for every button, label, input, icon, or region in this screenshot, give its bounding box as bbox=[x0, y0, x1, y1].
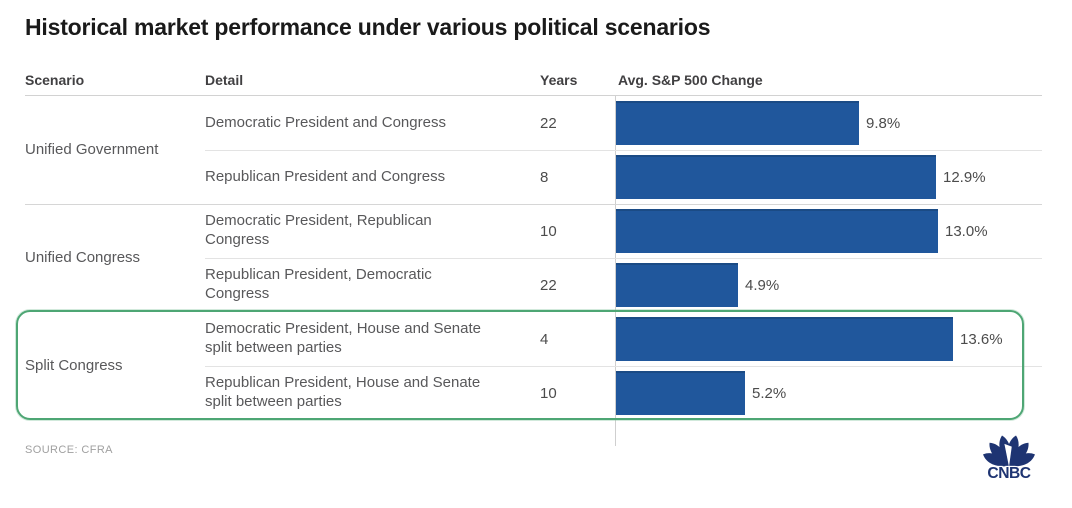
years-cell: 4 bbox=[540, 330, 549, 348]
years-cell: 10 bbox=[540, 384, 557, 402]
detail-cell: Republican President and Congress bbox=[205, 167, 446, 185]
peacock-beak bbox=[1004, 443, 1012, 467]
sp500-change-bar bbox=[616, 317, 953, 361]
years-cell: 22 bbox=[540, 114, 557, 132]
scenario-label: Unified Congress bbox=[25, 249, 141, 266]
sp500-change-bar bbox=[616, 155, 936, 199]
bar-value-label: 13.0% bbox=[945, 222, 988, 240]
column-header-detail: Detail bbox=[205, 72, 244, 88]
sp500-change-bar bbox=[616, 101, 859, 145]
row-divider bbox=[205, 258, 1042, 259]
years-cell: 8 bbox=[540, 168, 549, 186]
sp500-change-bar bbox=[616, 209, 938, 253]
scenario-group: Unified Government Democratic President … bbox=[25, 96, 1042, 204]
sp500-change-bar bbox=[616, 371, 745, 415]
detail-cell: Republican President, Democratic Congres… bbox=[205, 266, 432, 302]
bar-cell: 13.6% bbox=[615, 312, 1042, 366]
bar-value-label: 9.8% bbox=[866, 114, 901, 132]
scenario-label: Unified Government bbox=[25, 141, 159, 158]
scenario-table: Scenario Detail Years Avg. S&P 500 Chang… bbox=[16, 72, 1042, 446]
bar-cell: 4.9% bbox=[615, 258, 1042, 312]
years-cell: 22 bbox=[540, 276, 557, 294]
bar-value-label: 13.6% bbox=[960, 330, 1003, 348]
table-body: Unified Government Democratic President … bbox=[16, 96, 1042, 420]
detail-cell: Democratic President, Republican Congres… bbox=[205, 212, 432, 248]
bar-value-label: 4.9% bbox=[745, 276, 780, 294]
bar-cell: 5.2% bbox=[615, 366, 1042, 420]
row-divider bbox=[205, 366, 1042, 367]
years-cell: 10 bbox=[540, 222, 557, 240]
bar-axis-baseline bbox=[615, 96, 616, 446]
column-header-avg-sp500-change: Avg. S&P 500 Change bbox=[618, 72, 763, 88]
scenario-group: Unified Congress Democratic President, R… bbox=[25, 204, 1042, 312]
scenario-group: Split Congress Democratic President, Hou… bbox=[16, 310, 1042, 420]
scenario-label: Split Congress bbox=[25, 357, 123, 374]
row-divider bbox=[205, 150, 1042, 151]
page-title: Historical market performance under vari… bbox=[25, 14, 711, 40]
detail-cell: Republican President, House and Senate s… bbox=[205, 374, 481, 410]
table-header-row: Scenario Detail Years Avg. S&P 500 Chang… bbox=[25, 72, 1042, 96]
bar-value-label: 12.9% bbox=[943, 168, 986, 186]
bar-value-label: 5.2% bbox=[752, 384, 787, 402]
cnbc-logo-text: CNBC bbox=[987, 465, 1030, 482]
bar-cell: 12.9% bbox=[615, 150, 1042, 204]
detail-cell: Democratic President and Congress bbox=[205, 113, 446, 131]
sp500-change-bar bbox=[616, 263, 738, 307]
cnbc-logo: CNBC bbox=[983, 435, 1035, 482]
bar-cell: 13.0% bbox=[615, 204, 1042, 258]
detail-cell: Democratic President, House and Senate s… bbox=[205, 320, 481, 356]
source-attribution: SOURCE: CFRA bbox=[25, 444, 113, 456]
bar-cell: 9.8% bbox=[615, 96, 1042, 150]
column-header-years: Years bbox=[540, 72, 578, 88]
column-header-scenario: Scenario bbox=[25, 72, 85, 88]
